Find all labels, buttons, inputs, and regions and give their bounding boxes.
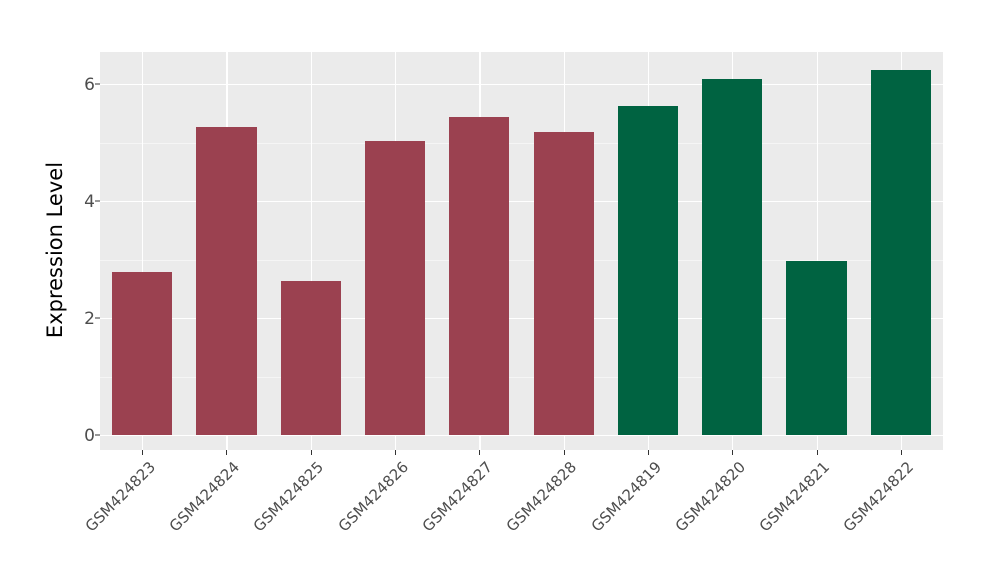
y-axis-tick-mark	[95, 434, 100, 436]
gridline-major-horizontal	[100, 84, 943, 86]
gridline-minor-horizontal	[100, 376, 943, 378]
x-axis-tick-mark	[479, 450, 481, 455]
gridline-major-horizontal	[100, 435, 943, 437]
y-axis-tick-label: 6	[84, 75, 95, 96]
bar	[786, 261, 847, 435]
y-axis-tick-mark	[95, 200, 100, 202]
bar	[617, 106, 679, 435]
gridline-major-vertical	[816, 52, 818, 450]
gridline-minor-horizontal	[100, 259, 943, 261]
bar	[702, 78, 763, 435]
bar	[870, 69, 931, 435]
bar	[196, 126, 257, 435]
bar	[280, 281, 341, 435]
x-axis-tick-label: GSM424825	[250, 458, 328, 536]
x-axis-tick-label: GSM424819	[587, 458, 665, 536]
x-axis-tick-mark	[563, 450, 565, 455]
x-axis-tick-mark	[310, 450, 312, 455]
y-axis-tick-mark	[95, 83, 100, 85]
x-axis-tick-mark	[226, 450, 228, 455]
x-axis-tick-label: GSM424820	[671, 458, 749, 536]
x-axis-tick-label: GSM424821	[755, 458, 834, 536]
y-axis-tick-label: 2	[84, 309, 95, 330]
x-axis-tick-mark	[732, 450, 734, 455]
gridline-major-horizontal	[100, 201, 943, 203]
bar	[533, 132, 594, 435]
gridline-major-horizontal	[100, 318, 943, 320]
y-axis-tick-mark	[95, 317, 100, 319]
gridline-major-vertical	[310, 52, 312, 450]
y-axis-tick-marks	[95, 0, 100, 580]
x-axis-tick-mark	[142, 450, 144, 455]
y-axis-tick-label: 0	[84, 426, 95, 446]
gridline-major-vertical	[142, 52, 144, 450]
plot-panel	[100, 52, 943, 450]
x-axis-tick-mark	[816, 450, 818, 455]
gridline-minor-horizontal	[100, 142, 943, 144]
x-axis-tick-label: GSM424827	[418, 458, 497, 536]
y-axis: 0 2 4 6	[50, 0, 100, 580]
bar	[112, 271, 173, 435]
x-axis-tick-label: GSM424826	[334, 458, 412, 536]
x-axis-tick-label: GSM424822	[840, 458, 918, 536]
bar	[364, 140, 426, 435]
x-axis-tick-mark	[395, 450, 397, 455]
x-axis-tick-label: GSM424824	[165, 458, 244, 536]
x-axis-tick-mark	[647, 450, 649, 455]
x-axis-tick-label: GSM424828	[503, 458, 581, 536]
y-axis-tick-label: 4	[84, 192, 95, 213]
x-axis: GSM424823 GSM424824 GSM424825 GSM424826 GSM4…	[82, 450, 943, 580]
y-axis-tick-labels: 0 2 4 6	[50, 0, 95, 580]
bar	[449, 116, 510, 435]
x-axis-tick-mark	[900, 450, 902, 455]
